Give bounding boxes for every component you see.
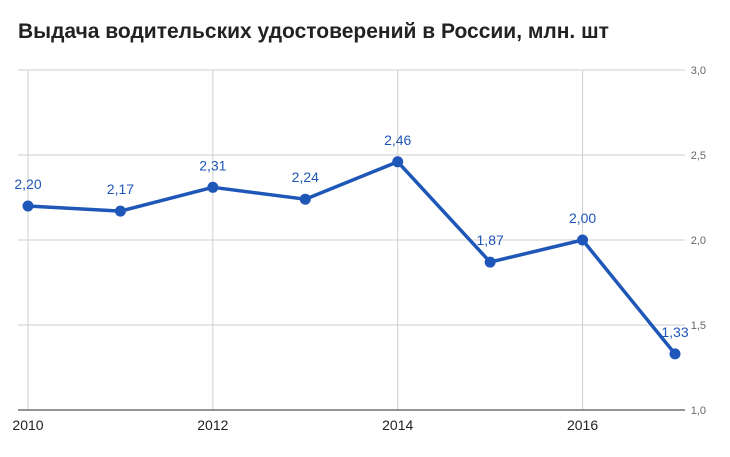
x-tick-label: 2016 xyxy=(567,417,598,433)
x-tick-label: 2012 xyxy=(197,417,228,433)
data-point xyxy=(22,200,34,212)
data-label: 2,31 xyxy=(199,157,226,173)
data-point xyxy=(577,234,589,246)
data-label: 2,46 xyxy=(384,132,411,148)
data-label: 2,17 xyxy=(107,181,134,197)
data-label: 2,20 xyxy=(14,176,41,192)
data-point xyxy=(114,205,126,217)
data-point xyxy=(299,193,311,205)
x-tick-label: 2014 xyxy=(382,417,413,433)
y-tick-label: 2,5 xyxy=(691,150,706,162)
data-point xyxy=(484,256,496,268)
data-point xyxy=(669,348,681,360)
y-tick-label: 1,0 xyxy=(691,405,706,417)
series-line xyxy=(26,160,677,356)
y-tick-label: 3,0 xyxy=(691,65,706,77)
x-tick-label: 2010 xyxy=(12,417,43,433)
data-point xyxy=(392,156,404,168)
chart-title: Выдача водительских удостоверений в Росс… xyxy=(18,20,609,43)
y-tick-label: 2,0 xyxy=(691,235,706,247)
data-point xyxy=(207,181,219,193)
data-label: 2,24 xyxy=(292,169,319,185)
y-tick-label: 1,5 xyxy=(691,320,706,332)
data-label: 2,00 xyxy=(569,210,596,226)
data-label: 1,33 xyxy=(661,324,688,340)
data-label: 1,87 xyxy=(477,232,504,248)
